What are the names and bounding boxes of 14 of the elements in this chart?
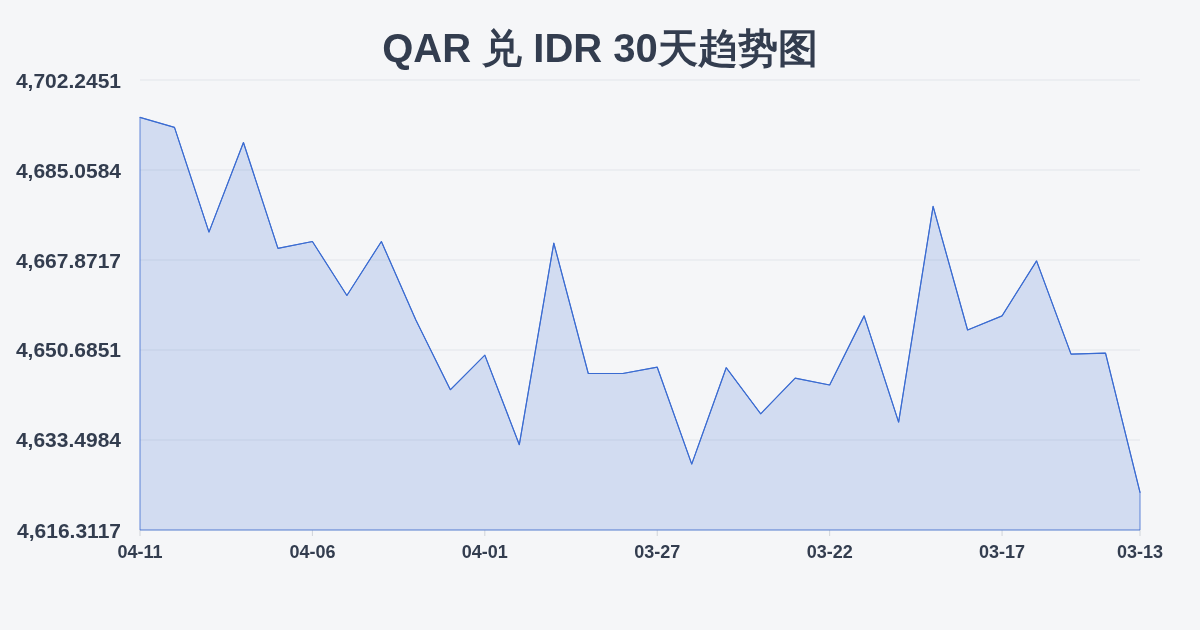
y-tick-label: 4,616.3117 (17, 518, 121, 542)
x-tick-label: 03-27 (634, 542, 681, 562)
y-tick-label: 4,685.0584 (15, 158, 122, 182)
x-tick-label: 03-17 (979, 542, 1026, 562)
y-tick-label: 4,702.2451 (15, 68, 122, 92)
x-tick-label: 04-06 (289, 542, 336, 562)
y-tick-label: 4,650.6851 (15, 338, 122, 362)
x-tick-label: 03-22 (806, 542, 853, 562)
chart-title: QAR 兑 IDR 30天趋势图 (382, 26, 818, 70)
y-tick-label: 4,667.8717 (15, 248, 121, 272)
y-tick-label: 4,633.4984 (15, 428, 122, 452)
x-tick-label: 03-13 (1116, 542, 1164, 562)
x-tick-label: 04-11 (117, 542, 163, 562)
x-tick-label: 04-01 (461, 542, 508, 562)
